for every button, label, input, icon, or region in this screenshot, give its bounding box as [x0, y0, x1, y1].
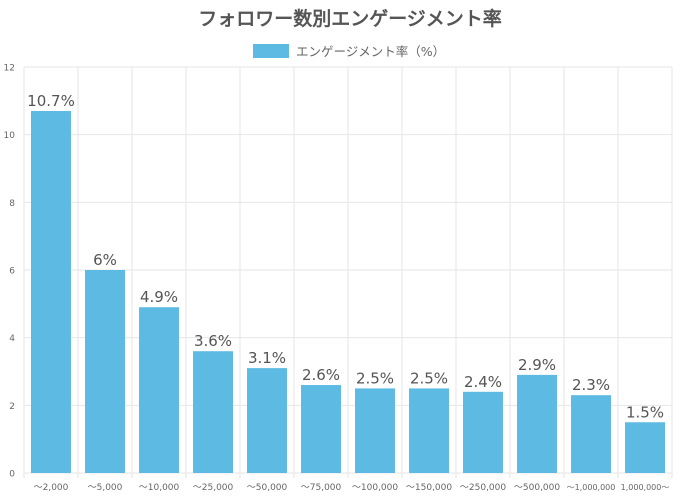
- bar[interactable]: [31, 110, 71, 473]
- bar-value-label: 2.5%: [356, 369, 394, 387]
- legend-label: エンゲージメント率（%）: [296, 44, 445, 59]
- bar-value-label: 10.7%: [27, 92, 75, 110]
- bar[interactable]: [301, 385, 341, 473]
- y-tick-label: 10: [4, 131, 16, 141]
- bars: [31, 110, 665, 473]
- bar-value-label: 1.5%: [626, 403, 664, 421]
- bar-value-label: 3.6%: [194, 332, 232, 350]
- y-tick-label: 2: [9, 402, 15, 412]
- bar[interactable]: [247, 368, 287, 473]
- y-tick-label: 8: [9, 199, 15, 209]
- bar-value-label: 2.6%: [302, 366, 340, 384]
- x-tick-label: 〜10,000: [139, 483, 180, 493]
- bar[interactable]: [625, 422, 665, 473]
- bar[interactable]: [517, 374, 557, 473]
- bar-value-label: 2.3%: [572, 376, 610, 394]
- y-tick-label: 4: [9, 334, 15, 344]
- x-tick-label: 〜250,000: [460, 483, 506, 493]
- bar[interactable]: [355, 388, 395, 473]
- bar-value-label: 2.4%: [464, 373, 502, 391]
- y-axis-ticks: 0 2 4 6 8 10 12: [4, 64, 16, 480]
- legend-swatch: [253, 44, 289, 58]
- x-tick-label: 〜25,000: [193, 483, 234, 493]
- bar-value-label: 3.1%: [248, 349, 286, 367]
- x-tick-label: 〜75,000: [301, 483, 342, 493]
- x-tick-label: 〜150,000: [406, 483, 452, 493]
- x-tick-label: 〜100,000: [352, 483, 398, 493]
- bar-value-label: 2.5%: [410, 369, 448, 387]
- bar[interactable]: [85, 270, 125, 473]
- legend[interactable]: エンゲージメント率（%）: [253, 44, 445, 59]
- x-tick-label: 〜2,000: [34, 483, 69, 493]
- bar-value-label: 4.9%: [140, 288, 178, 306]
- x-tick-label: 〜1,000,000: [567, 483, 616, 492]
- x-axis-ticks: 〜2,000 〜5,000 〜10,000 〜25,000 〜50,000 〜75,000…: [34, 483, 670, 493]
- x-tick-label: 〜50,000: [247, 483, 288, 493]
- chart-title: フォロワー数別エンゲージメント率: [198, 7, 502, 30]
- bar[interactable]: [193, 351, 233, 473]
- bar[interactable]: [409, 388, 449, 473]
- grid-lines: [23, 66, 673, 478]
- bar-value-label: 2.9%: [518, 356, 556, 374]
- x-tick-label: 1,000,000〜: [621, 483, 670, 492]
- bar[interactable]: [571, 395, 611, 473]
- bar[interactable]: [463, 391, 503, 473]
- x-tick-label: 〜500,000: [514, 483, 560, 493]
- y-tick-label: 0: [9, 470, 15, 480]
- y-tick-label: 6: [9, 267, 15, 277]
- y-tick-label: 12: [4, 64, 15, 74]
- x-tick-label: 〜5,000: [88, 483, 123, 493]
- bar-value-label: 6%: [93, 251, 117, 269]
- bar[interactable]: [139, 307, 179, 473]
- bar-value-labels: 10.7% 6% 4.9% 3.6% 3.1% 2.6% 2.5% 2.5% 2.4% 2.9% 2…: [27, 92, 664, 421]
